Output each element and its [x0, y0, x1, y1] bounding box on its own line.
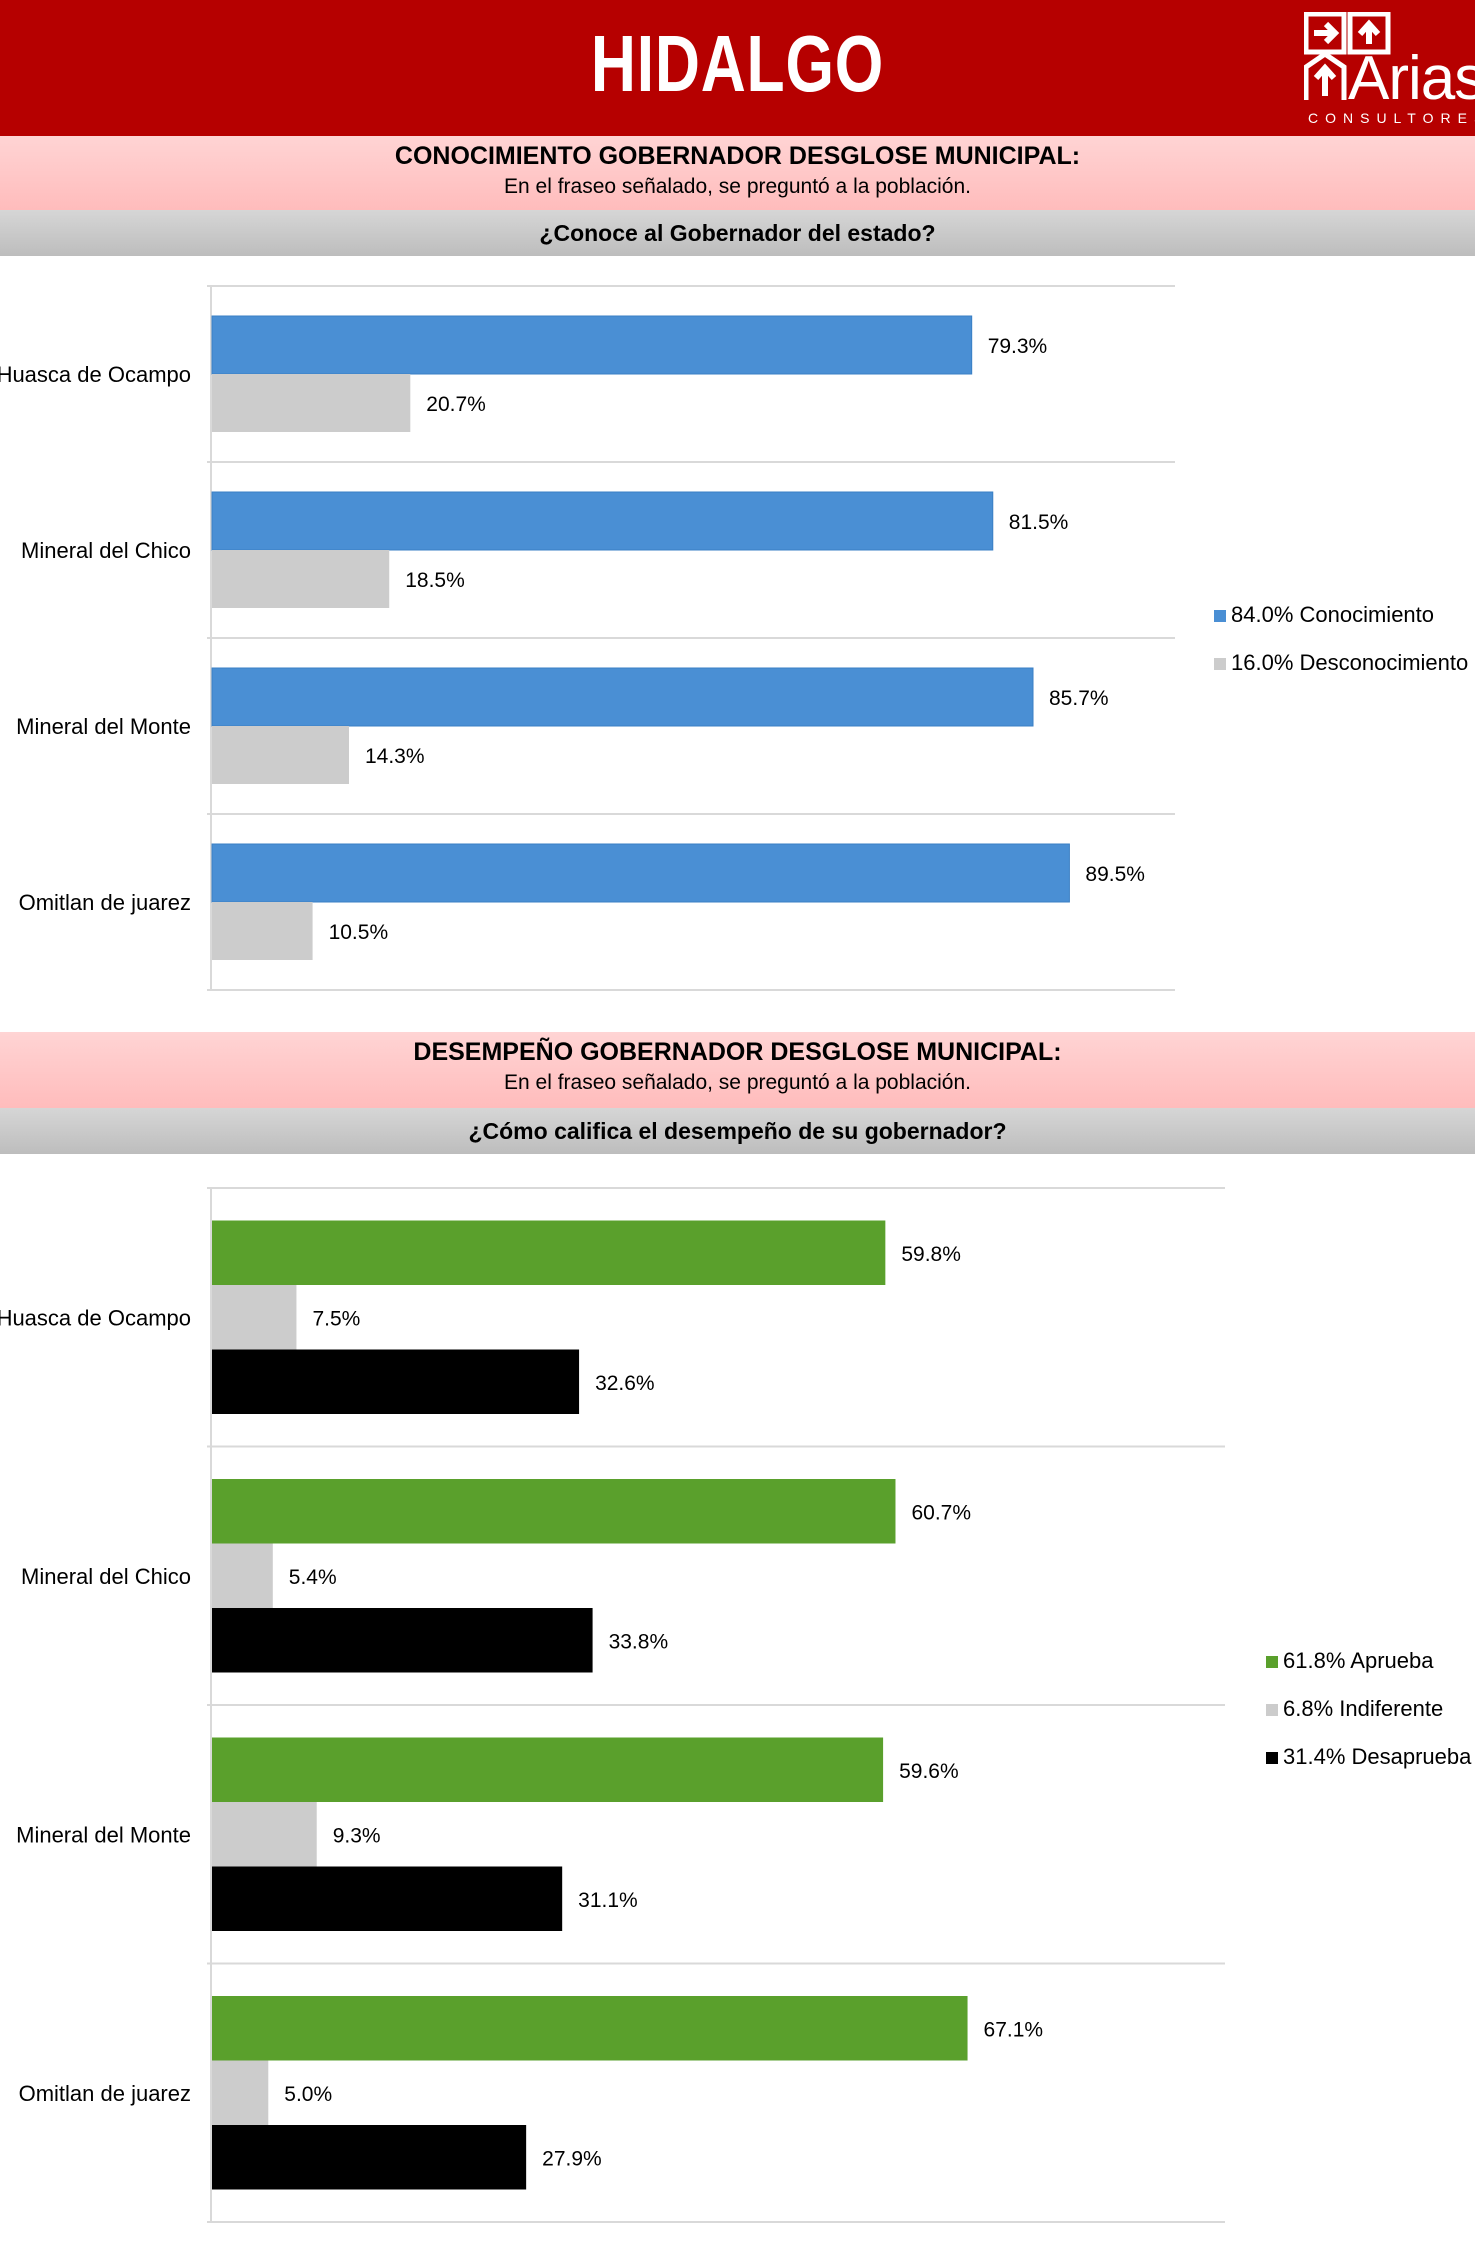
bar-conocimiento — [211, 315, 973, 375]
bar-indiferente — [212, 1802, 317, 1867]
section1-question: ¿Conoce al Gobernador del estado? — [0, 210, 1475, 256]
category-label: Omitlan de juarez — [19, 890, 191, 915]
data-label: 10.5% — [329, 921, 389, 944]
section1-title: CONOCIMIENTO GOBERNADOR DESGLOSE MUNICIP… — [394, 142, 1081, 170]
logo-subtitle: CONSULTORES — [1308, 110, 1475, 126]
arias-logo-icon — [1304, 12, 1391, 100]
data-label: 7.5% — [312, 1307, 360, 1330]
section2-title-band: DESEMPEÑO GOBERNADOR DESGLOSE MUNICIPAL:… — [0, 1032, 1475, 1108]
logo-name: Arias — [1348, 44, 1475, 113]
data-label: 60.7% — [911, 1501, 971, 1524]
arias-logo: Arias CONSULTORES — [1304, 12, 1475, 127]
bar-indiferente — [212, 1285, 297, 1350]
category-label: Huasca de Ocampo — [0, 1305, 191, 1330]
bar-aprueba — [212, 1996, 968, 2061]
data-label: 32.6% — [595, 1372, 655, 1395]
bar-indiferente — [212, 1543, 273, 1608]
section2-question: ¿Cómo califica el desempeño de su gobern… — [0, 1108, 1475, 1154]
category-label: Mineral del Monte — [16, 1822, 191, 1847]
legend-swatch — [1214, 658, 1226, 670]
data-label: 20.7% — [426, 393, 486, 416]
data-label: 5.4% — [289, 1566, 337, 1589]
category-label: Mineral del Chico — [21, 1564, 191, 1589]
bar-aprueba — [212, 1479, 896, 1544]
category-label: Omitlan de juarez — [19, 2081, 191, 2106]
data-label: 9.3% — [333, 1824, 381, 1847]
legend-entry: 6.8% Indiferente — [1283, 1696, 1443, 1721]
category-label: Mineral del Chico — [21, 538, 191, 563]
performance-chart: Huasca de Ocampo 59.8% 7.5% 32.6% Mineral de… — [0, 1187, 1472, 2223]
page-title: HIDALGO — [590, 19, 885, 108]
bar-desaprueba — [212, 1608, 593, 1673]
bar-desaprueba — [212, 2125, 527, 2190]
legend-swatch — [1266, 1752, 1278, 1764]
header-bar: HIDALGO Arias CONSULTORES — [0, 0, 1475, 136]
section2-subtitle: En el fraseo señalado, se preguntó a la … — [504, 1071, 971, 1094]
data-label: 31.1% — [578, 1889, 638, 1912]
bar-desconocimiento — [212, 550, 390, 608]
bar-conocimiento — [211, 491, 994, 551]
section1-title-band: CONOCIMIENTO GOBERNADOR DESGLOSE MUNICIP… — [0, 136, 1475, 210]
bar-conocimiento — [211, 667, 1034, 727]
data-label: 85.7% — [1049, 687, 1109, 710]
data-label: 5.0% — [284, 2083, 332, 2106]
knowledge-chart: Huasca de Ocampo 79.3% 20.7% Mineral del Ch… — [0, 285, 1468, 991]
bar-conocimiento — [211, 843, 1070, 903]
bar-desaprueba — [212, 1866, 563, 1931]
bar-desconocimiento — [212, 374, 411, 432]
bar-indiferente — [212, 2060, 269, 2125]
legend-entry: 31.4% Desaprueba — [1283, 1744, 1472, 1769]
data-label: 18.5% — [405, 569, 465, 592]
legend-entry: 84.0% Conocimiento — [1231, 602, 1434, 627]
bar-aprueba — [212, 1220, 886, 1285]
data-label: 79.3% — [988, 335, 1048, 358]
bar-desconocimiento — [212, 902, 313, 960]
bar-desaprueba — [212, 1349, 580, 1414]
data-label: 14.3% — [365, 745, 425, 768]
category-label: Mineral del Monte — [16, 714, 191, 739]
legend-entry: 61.8% Aprueba — [1283, 1648, 1434, 1673]
category-label: Huasca de Ocampo — [0, 362, 191, 387]
legend-swatch — [1214, 610, 1226, 622]
section1-subtitle: En el fraseo señalado, se preguntó a la … — [504, 175, 971, 198]
legend-swatch — [1266, 1704, 1278, 1716]
section2-title: DESEMPEÑO GOBERNADOR DESGLOSE MUNICIPAL: — [413, 1038, 1062, 1066]
data-label: 59.8% — [901, 1243, 961, 1266]
bar-desconocimiento — [212, 726, 349, 784]
data-label: 67.1% — [984, 2018, 1044, 2041]
bar-aprueba — [212, 1737, 884, 1802]
data-label: 27.9% — [542, 2147, 602, 2170]
data-label: 89.5% — [1085, 863, 1145, 886]
data-label: 59.6% — [899, 1760, 959, 1783]
legend-entry: 16.0% Desconocimiento — [1231, 650, 1468, 675]
data-label: 33.8% — [609, 1630, 669, 1653]
data-label: 81.5% — [1009, 511, 1069, 534]
legend-swatch — [1266, 1656, 1278, 1668]
